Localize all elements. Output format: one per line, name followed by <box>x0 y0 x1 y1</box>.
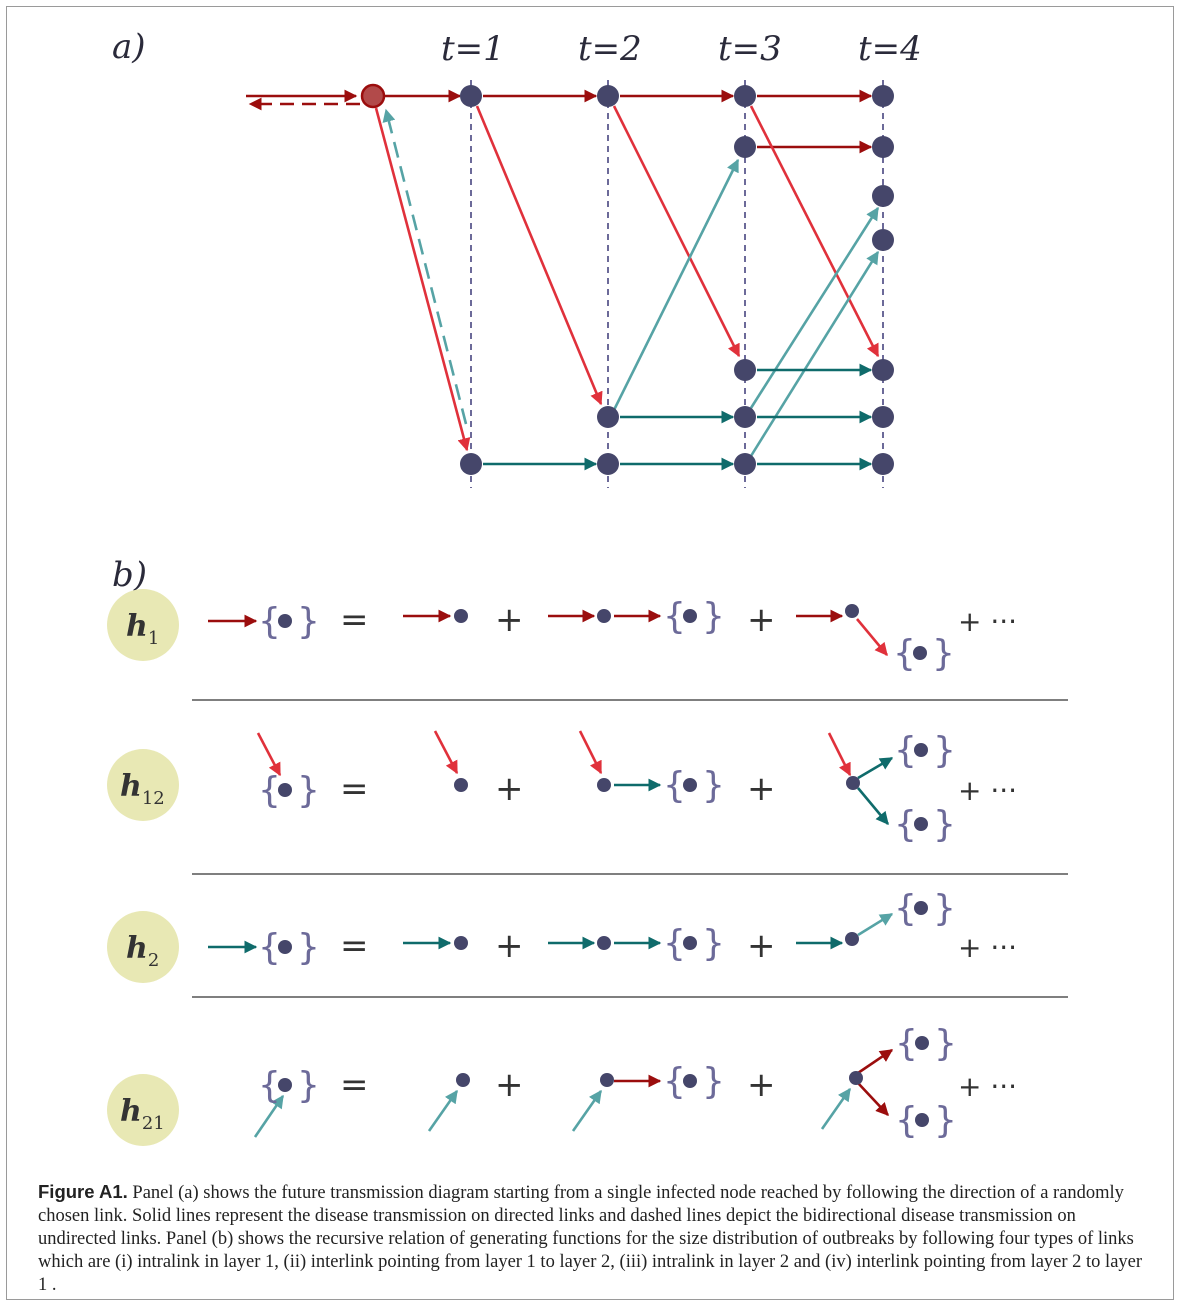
svg-text:=: = <box>340 926 369 966</box>
h1-badge <box>107 589 179 661</box>
svg-text:{: { <box>663 1061 686 1102</box>
svg-text:{: { <box>663 596 686 637</box>
svg-text:{: { <box>258 601 281 642</box>
svg-text:{: { <box>258 770 281 811</box>
svg-text:+: + <box>747 926 776 966</box>
figure-caption: Figure A1. Panel (a) shows the future tr… <box>38 1180 1148 1297</box>
time-label-3: t=3 <box>718 29 782 69</box>
svg-text:{: { <box>663 765 686 806</box>
h21-symbol: h21 <box>120 1094 165 1134</box>
svg-text:=: = <box>340 769 369 809</box>
transmission-links <box>246 89 880 471</box>
svg-text:+: + <box>495 1065 524 1105</box>
svg-text:+: + <box>495 926 524 966</box>
h1-symbol: h1 <box>126 609 159 649</box>
svg-text:+ ···: + ··· <box>958 1070 1017 1103</box>
svg-text:+ ···: + ··· <box>958 774 1017 807</box>
row-h1: h1 {} {} {} = + + + ··· <box>107 589 1017 674</box>
caption-text: Panel (a) shows the future transmission … <box>38 1183 1143 1295</box>
h2-symbol: h2 <box>126 931 159 971</box>
caption-label: Figure A1. <box>38 1181 128 1202</box>
svg-text:+: + <box>747 1065 776 1105</box>
svg-text:}: } <box>297 770 320 811</box>
svg-text:+: + <box>747 600 776 640</box>
svg-text:=: = <box>340 600 369 640</box>
svg-text:}: } <box>934 1023 957 1064</box>
svg-text:}: } <box>702 765 725 806</box>
svg-text:}: } <box>932 633 955 674</box>
svg-text:+: + <box>747 769 776 809</box>
svg-text:{: { <box>894 730 917 771</box>
h21-badge <box>107 1074 179 1146</box>
panel-a-label: a) <box>112 27 146 67</box>
svg-text:+: + <box>495 600 524 640</box>
svg-text:}: } <box>702 596 725 637</box>
svg-text:{: { <box>895 1023 918 1064</box>
svg-text:{: { <box>895 1100 918 1141</box>
nodes <box>360 83 894 475</box>
svg-text:=: = <box>340 1065 369 1105</box>
figure-diagram: a) t=1 t=2 t=3 t=4 <box>107 27 1068 1146</box>
h12-badge <box>107 749 179 821</box>
time-label-1: t=1 <box>441 29 505 69</box>
svg-text:}: } <box>933 730 956 771</box>
h2-badge <box>107 911 179 983</box>
panel-b-label: b) <box>112 555 147 595</box>
svg-text:{: { <box>258 927 281 968</box>
origin-node <box>360 83 386 109</box>
svg-text:}: } <box>297 601 320 642</box>
row-h12: h12 {} {} {} {} = + + + ··· <box>107 730 1017 845</box>
figure-frame <box>6 6 1174 1300</box>
svg-text:+ ···: + ··· <box>958 605 1017 638</box>
time-label-4: t=4 <box>858 29 922 69</box>
svg-text:{: { <box>663 923 686 964</box>
svg-text:+: + <box>495 769 524 809</box>
svg-text:}: } <box>934 1100 957 1141</box>
svg-text:{: { <box>893 633 916 674</box>
svg-text:}: } <box>933 888 956 929</box>
svg-text:}: } <box>702 1061 725 1102</box>
svg-text:}: } <box>933 804 956 845</box>
svg-text:{: { <box>894 804 917 845</box>
svg-text:}: } <box>297 1065 320 1106</box>
row-separators <box>192 699 1068 998</box>
svg-text:}: } <box>702 923 725 964</box>
h12-symbol: h12 <box>120 769 165 809</box>
row-h21: h21 {} {} {} {} = + + + ··· <box>107 1023 1017 1146</box>
svg-text:+ ···: + ··· <box>958 931 1017 964</box>
row-h2: h2 {} {} {} = + + + ··· <box>107 888 1017 983</box>
svg-text:{: { <box>894 888 917 929</box>
svg-text:}: } <box>297 927 320 968</box>
svg-text:{: { <box>258 1065 281 1106</box>
time-label-2: t=2 <box>578 29 642 69</box>
